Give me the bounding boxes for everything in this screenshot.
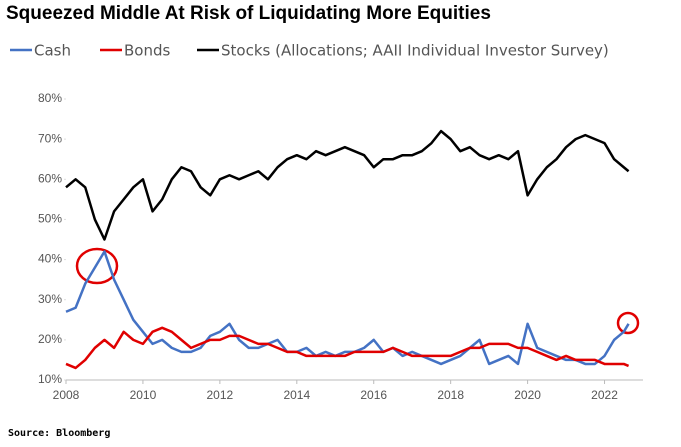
y-tick-label: 50% bbox=[38, 212, 62, 226]
legend-label: Stocks (Allocations; AAII Individual Inv… bbox=[221, 42, 609, 60]
x-tick-label: 2008 bbox=[53, 388, 80, 402]
x-tick-label: 2022 bbox=[591, 388, 618, 402]
x-tick-label: 2018 bbox=[437, 388, 464, 402]
legend-label: Bonds bbox=[124, 42, 170, 60]
series-line bbox=[65, 250, 630, 366]
x-tick-label: 2012 bbox=[207, 388, 234, 402]
y-tick-label: 60% bbox=[38, 171, 62, 185]
y-tick-label: 80% bbox=[38, 91, 62, 105]
x-tick-label: 2014 bbox=[283, 388, 310, 402]
x-tick-label: 2016 bbox=[360, 388, 387, 402]
source: Source: Bloomberg bbox=[8, 428, 110, 439]
highlight-circle bbox=[75, 247, 119, 285]
x-tick-label: 2020 bbox=[514, 388, 541, 402]
chart-title: Squeezed Middle At Risk of Liquidating M… bbox=[6, 3, 491, 24]
y-tick-label: 10% bbox=[38, 372, 62, 386]
series-line bbox=[65, 326, 630, 370]
y-tick-label: 20% bbox=[38, 332, 62, 346]
x-tick-label: 2010 bbox=[130, 388, 157, 402]
legend-label: Cash bbox=[34, 42, 71, 60]
y-tick-label: 30% bbox=[38, 292, 62, 306]
series-line bbox=[65, 129, 630, 241]
highlight-circle bbox=[616, 311, 640, 335]
y-tick-label: 40% bbox=[38, 252, 62, 266]
y-tick-label: 70% bbox=[38, 131, 62, 145]
